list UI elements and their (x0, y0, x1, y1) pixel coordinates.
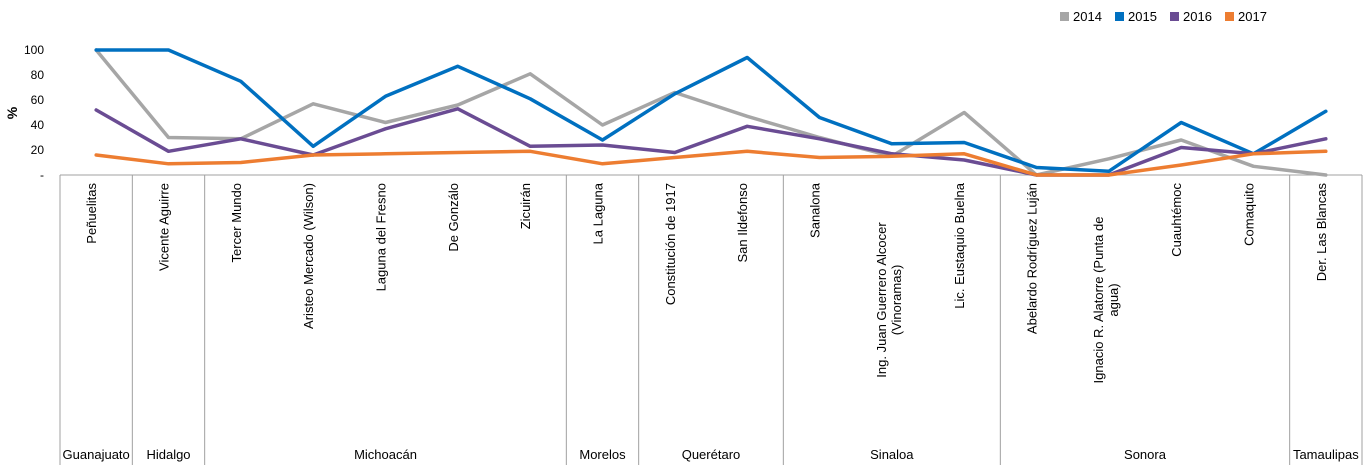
category-label: San Ildefonso (735, 183, 750, 263)
group-label: Sonora (1124, 447, 1167, 462)
category-label-line: Ing. Juan Guerrero Alcocer (874, 222, 889, 378)
category-label: Abelardo Rodríguez Luján (1025, 183, 1040, 334)
category-label: Cuauhtémoc (1169, 183, 1184, 257)
category-label: Der. Las Blancas (1314, 183, 1329, 282)
category-label: Ignacio R. Alatorre (Punta deagua) (1091, 217, 1121, 384)
category-label: Comaquito (1242, 183, 1257, 246)
group-label: Morelos (579, 447, 626, 462)
category-label: Sanalona (808, 182, 823, 238)
legend-swatch-2016 (1170, 12, 1179, 21)
category-label-line: Ignacio R. Alatorre (Punta de (1091, 217, 1106, 384)
category-label: Ing. Juan Guerrero Alcocer(Vinoramas) (874, 222, 904, 378)
y-tick-label: 80 (31, 68, 45, 82)
category-label: Zicuirán (518, 183, 533, 229)
category-label-line: (Vinoramas) (889, 265, 904, 336)
legend-label-2017: 2017 (1238, 9, 1267, 24)
series-line-2014 (94, 48, 1328, 177)
group-label: Tamaulipas (1293, 447, 1359, 462)
series-line-2016 (94, 107, 1328, 177)
y-axis-label: % (4, 106, 20, 119)
category-label: Aristeo Mercado (Wilson) (301, 183, 316, 329)
category-label: Constitución de 1917 (663, 183, 678, 305)
group-label: Michoacán (354, 447, 417, 462)
group-label: Sinaloa (870, 447, 914, 462)
y-tick-label: - (40, 168, 44, 182)
y-tick-label: 100 (24, 43, 44, 57)
category-label: Laguna del Fresno (374, 183, 389, 291)
series-line-2017 (94, 149, 1328, 177)
category-label: Vicente Aguirre (157, 183, 172, 271)
y-tick-label: 40 (31, 118, 45, 132)
category-label-line: agua) (1106, 283, 1121, 316)
series-line-2015 (94, 48, 1328, 174)
group-label: Guanajuato (63, 447, 130, 462)
category-label: Peñuelitas (84, 183, 99, 244)
legend-swatch-2014 (1060, 12, 1069, 21)
category-label: La Laguna (591, 182, 606, 244)
legend-label-2014: 2014 (1073, 9, 1102, 24)
category-label: De Gonzálo (446, 183, 461, 252)
category-label: Tercer Mundo (229, 183, 244, 262)
category-label: Lic. Eustaquio Buelna (952, 182, 967, 309)
legend-swatch-2015 (1115, 12, 1124, 21)
legend-swatch-2017 (1225, 12, 1234, 21)
y-tick-label: 20 (31, 143, 45, 157)
y-tick-label: 60 (31, 93, 45, 107)
group-label: Hidalgo (146, 447, 190, 462)
group-label: Querétaro (682, 447, 741, 462)
legend-label-2015: 2015 (1128, 9, 1157, 24)
legend-label-2016: 2016 (1183, 9, 1212, 24)
